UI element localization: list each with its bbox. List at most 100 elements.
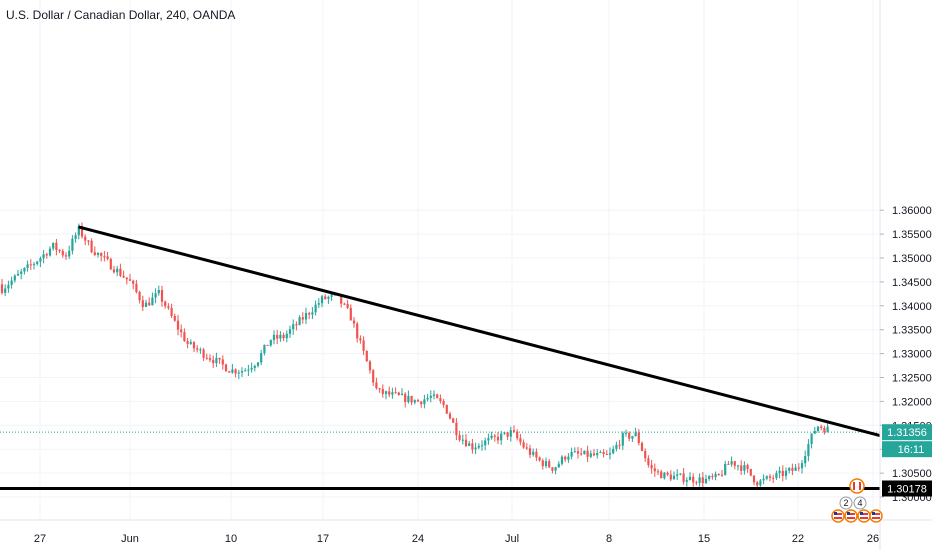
candle [186, 337, 189, 349]
candle [477, 443, 480, 450]
candle [282, 332, 285, 342]
candle [656, 469, 660, 476]
candle [439, 394, 442, 404]
candle [138, 290, 141, 304]
canada-flag-icon[interactable] [849, 478, 865, 494]
candle [551, 467, 554, 474]
candle [634, 427, 637, 437]
candle [359, 335, 362, 344]
candle [87, 239, 90, 246]
candle [308, 311, 311, 320]
y-tick-label: 1.34500 [892, 277, 932, 289]
resistance-trendline[interactable] [78, 225, 881, 438]
candle [202, 347, 205, 361]
candle [711, 473, 714, 480]
support-badge: 1.30178 [882, 480, 932, 497]
candle [432, 390, 436, 400]
candle [170, 303, 173, 318]
candle [487, 433, 490, 445]
candle [810, 433, 813, 449]
countdown-badge: 16:11 [882, 441, 932, 458]
candle [698, 473, 701, 487]
candle [119, 263, 122, 278]
candle [263, 344, 266, 356]
candle [525, 443, 528, 450]
candle [602, 449, 605, 458]
candle [416, 398, 420, 402]
event-count-badge[interactable]: 4 [853, 496, 867, 510]
candle [688, 472, 692, 481]
candle [644, 448, 647, 462]
candle [10, 276, 13, 289]
us-flag-icon[interactable] [857, 509, 871, 523]
candle [570, 447, 573, 460]
candle [112, 265, 116, 274]
candle [759, 478, 762, 487]
candle [320, 294, 324, 308]
candle [362, 336, 365, 356]
candle [304, 307, 308, 325]
candle [445, 404, 448, 415]
candle [820, 424, 823, 431]
candle [583, 450, 586, 455]
candle [250, 362, 253, 373]
candle [103, 251, 106, 262]
candle [160, 285, 164, 307]
candle [557, 461, 560, 468]
candle [458, 430, 461, 442]
x-tick-label: 26 [867, 533, 879, 545]
candle [426, 393, 429, 402]
candle [196, 345, 199, 353]
candle [141, 295, 144, 311]
support-value: 1.30178 [887, 483, 927, 495]
candle [23, 267, 26, 275]
candle [679, 473, 682, 476]
x-tick-label: Jun [121, 533, 139, 545]
candle [180, 324, 183, 338]
candle [32, 262, 36, 270]
candle [292, 319, 295, 335]
candle [564, 455, 567, 463]
candle [410, 395, 413, 406]
candle [176, 315, 180, 336]
candle [589, 450, 592, 459]
candle [285, 330, 288, 343]
candle [791, 463, 794, 476]
candle [295, 321, 298, 331]
candle [301, 312, 304, 324]
candle [164, 300, 167, 309]
y-tick-label: 1.33500 [892, 325, 932, 337]
event-count-badge[interactable]: 2 [839, 496, 853, 510]
candle [743, 461, 746, 475]
x-tick-label: 15 [698, 533, 710, 545]
candle [391, 387, 394, 399]
candle [4, 284, 7, 296]
candle [749, 468, 752, 477]
candle [637, 429, 640, 446]
candle [298, 315, 301, 326]
candle [484, 437, 487, 451]
candle [346, 299, 349, 309]
candle [423, 394, 426, 409]
time-axis[interactable]: 27 Jun 10 17 24 Jul 8 15 22 26 [34, 533, 879, 545]
candle [516, 429, 519, 441]
candle [349, 304, 352, 321]
candle [231, 364, 234, 374]
candle [804, 450, 807, 467]
candle [64, 252, 68, 260]
x-tick-label: 24 [412, 533, 424, 545]
us-flag-icon[interactable] [869, 509, 883, 523]
candle [490, 431, 493, 440]
candle [653, 463, 656, 477]
candle [247, 364, 250, 377]
candle [13, 274, 16, 283]
price-badges: 1.31356 16:11 1.30178 [882, 424, 932, 497]
us-flag-icon[interactable] [844, 509, 858, 523]
last-price-badge: 1.31356 [882, 424, 932, 441]
us-flag-icon[interactable] [831, 509, 845, 523]
candle [733, 460, 736, 470]
candle [93, 246, 96, 257]
